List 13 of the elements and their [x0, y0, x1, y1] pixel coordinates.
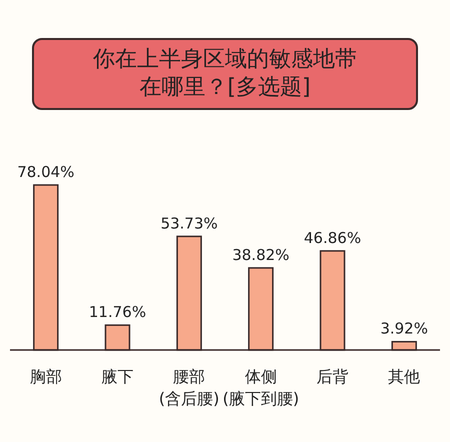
- x-tick-label: 体侧 (腋下到腰): [222, 367, 300, 408]
- data-label: 3.92%: [380, 320, 428, 338]
- x-tick-label: 腋下: [102, 367, 134, 386]
- data-label: 78.04%: [17, 163, 74, 181]
- data-label: 38.82%: [232, 246, 290, 264]
- x-tick-label: 后背: [316, 367, 348, 386]
- x-tick-label: 胸部: [30, 367, 62, 386]
- x-tick-label: 其他: [388, 367, 420, 386]
- x-tick-label: 腰部 (含后腰): [158, 367, 220, 408]
- data-label: 46.86%: [304, 228, 362, 247]
- data-label: 53.73%: [160, 214, 218, 232]
- data-label: 11.76%: [88, 303, 146, 322]
- chart-title: 你在上半身区域的敏感地带在哪里？[多选题]: [92, 46, 358, 102]
